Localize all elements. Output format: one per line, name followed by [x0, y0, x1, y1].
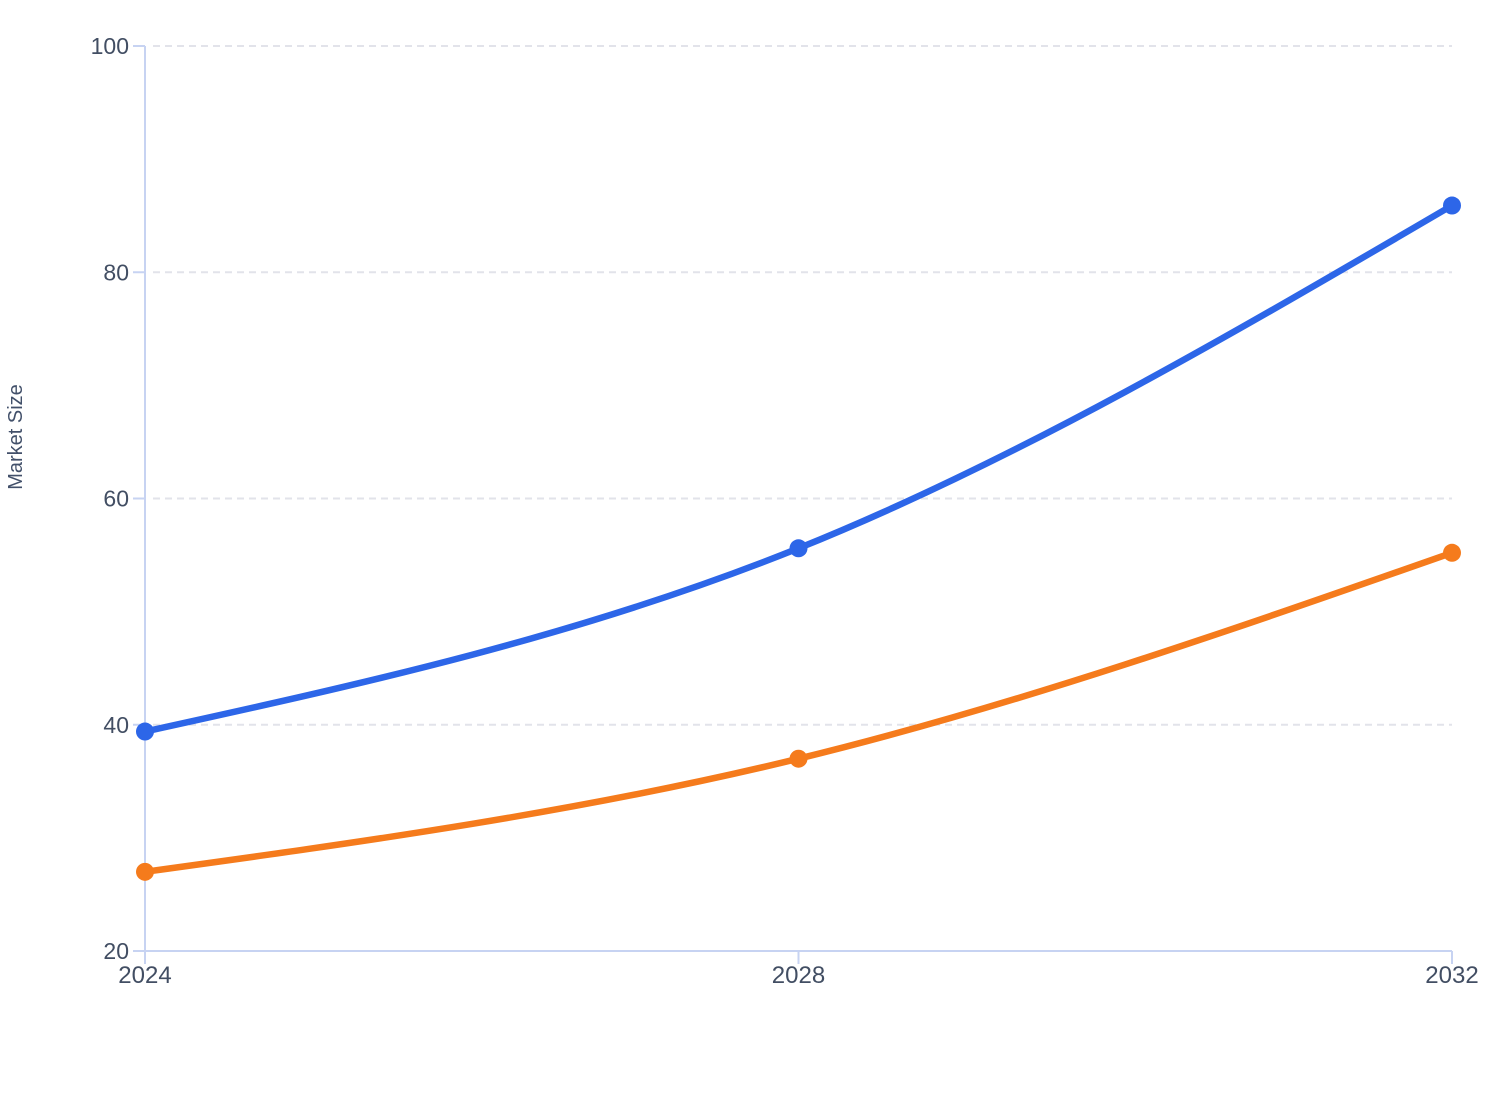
tick-labels: 20 40 60 80 100 2024 2028 2032 [91, 33, 1479, 989]
data-point-series-2[interactable] [789, 749, 808, 768]
y-tick-label: 80 [103, 259, 129, 285]
series-line-series-1 [141, 202, 1456, 735]
y-axis-title: Market Size [5, 384, 27, 490]
x-tick-label: 2028 [772, 962, 825, 989]
y-tick-label: 60 [103, 486, 129, 512]
axis-line [144, 46, 1452, 952]
y-tick-label: 20 [103, 938, 129, 964]
data-point-series-1[interactable] [136, 722, 154, 741]
series-lines [136, 196, 1461, 881]
data-point-series-1[interactable] [789, 539, 808, 558]
y-tick-label: 40 [103, 712, 129, 738]
x-tick-label: 2024 [118, 962, 171, 989]
data-point-series-2[interactable] [136, 862, 154, 881]
y-tick-label: 100 [91, 33, 129, 59]
x-tick-label: 2032 [1425, 962, 1478, 989]
data-point-series-1[interactable] [1443, 196, 1461, 215]
series-line-series-2 [141, 549, 1456, 876]
axes [133, 45, 1453, 964]
gridlines [153, 45, 1452, 726]
data-point-series-2[interactable] [1443, 543, 1461, 562]
